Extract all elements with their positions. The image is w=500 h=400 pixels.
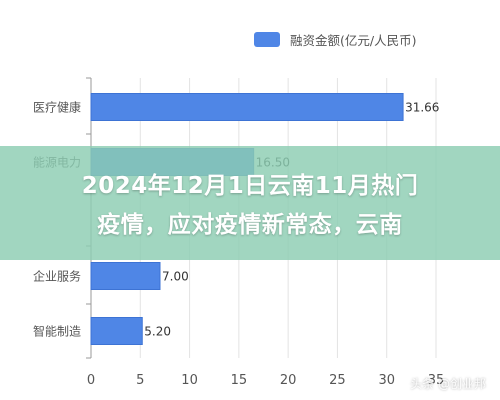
- headline-banner: [0, 146, 500, 260]
- legend-swatch: [254, 32, 280, 47]
- legend-label: 融资金额(亿元/人民币): [290, 33, 417, 48]
- x-tick-label: 15: [231, 373, 248, 388]
- x-tick-label: 30: [378, 373, 395, 388]
- y-category-label: 企业服务: [33, 269, 81, 284]
- x-tick-label: 5: [136, 373, 144, 388]
- y-category-label: 医疗健康: [33, 100, 81, 115]
- x-tick-label: 10: [181, 373, 198, 388]
- x-tick-label: 35: [428, 373, 445, 388]
- bar-value-label: 5.20: [144, 325, 171, 339]
- bar-value-label: 31.66: [405, 101, 439, 115]
- x-tick-label: 25: [329, 373, 346, 388]
- watermark-text: 头条 @创业邦: [410, 377, 486, 391]
- x-tick-label: 20: [280, 373, 297, 388]
- x-tick-label: 0: [87, 373, 95, 388]
- bar: [90, 93, 404, 121]
- bar: [90, 262, 161, 290]
- chart-legend: 融资金额(亿元/人民币): [254, 30, 416, 49]
- bar: [90, 317, 143, 345]
- headline-line-1: 2024年12月1日云南11月热门: [81, 173, 419, 199]
- headline-line-2: 疫情，应对疫情新常态，云南: [97, 212, 403, 238]
- watermark: 头条 @创业邦: [397, 375, 486, 392]
- watermark-logo-icon: [397, 378, 408, 389]
- y-category-label: 智能制造: [33, 324, 81, 339]
- bar-value-label: 7.00: [162, 270, 189, 284]
